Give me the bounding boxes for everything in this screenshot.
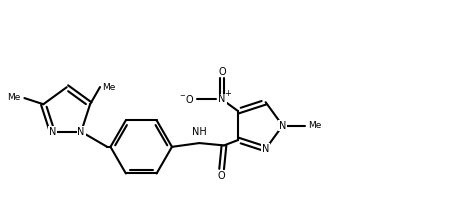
Text: N: N: [279, 121, 286, 131]
Text: $^{-}$O: $^{-}$O: [179, 93, 195, 105]
Text: NH: NH: [192, 127, 207, 137]
Text: N: N: [49, 127, 56, 137]
Text: Me: Me: [102, 83, 116, 92]
Text: O: O: [218, 67, 226, 77]
Text: +: +: [224, 89, 231, 98]
Text: N: N: [218, 94, 226, 104]
Text: O: O: [218, 171, 225, 181]
Text: Me: Me: [7, 93, 20, 102]
Text: N: N: [262, 144, 269, 154]
Text: Me: Me: [308, 121, 322, 130]
Text: N: N: [77, 127, 85, 137]
